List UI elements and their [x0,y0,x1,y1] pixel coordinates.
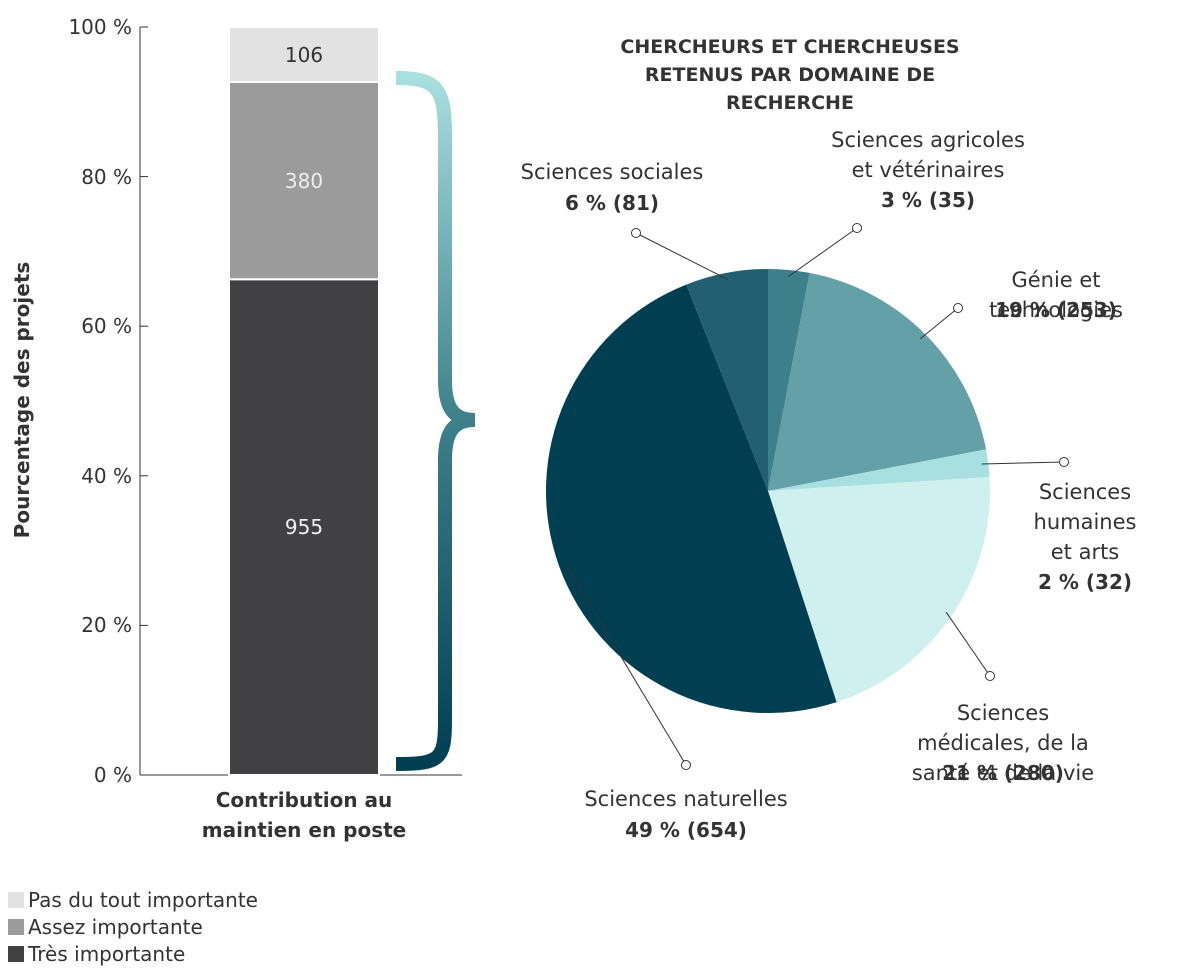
pie-slice [768,269,810,491]
leader-line [919,307,959,340]
legend-label: Pas du tout importante [28,888,258,912]
leader-line [787,227,858,278]
legend-item: Pas du tout importante [8,888,258,912]
slice-value-label: 2 % (32) [1038,570,1132,594]
slice-label: Sciences naturelles [584,787,788,811]
slice-label: Sciences humaines et arts [1033,480,1137,564]
leader-line [635,232,728,280]
leader-dot [681,760,691,770]
legend-swatch [8,892,24,908]
bar-segment [228,26,380,84]
x-tick-label: Contribution au maintien en poste [201,788,407,842]
leader-dot [985,671,995,681]
slice-label: Sciences médicales, de la santé et de la… [911,701,1095,785]
leader-dot [1059,457,1069,467]
legend-label: Assez importante [28,915,203,939]
y-tick-label: 100 % [68,15,132,39]
leader-dot [953,303,963,313]
y-tick-label: 0 % [93,763,132,787]
pie-slice [768,449,990,491]
pie-slice [768,272,987,491]
slice-label: Sciences agricoles et vétérinaires [831,128,1025,182]
pie-title: CHERCHEURS ET CHERCHEUSES RETENUS PAR DO… [620,36,960,114]
y-tick-label: 20 % [81,613,132,638]
slice-value-label: 21 % (280) [942,761,1064,785]
legend-item: Très importante [8,942,185,966]
y-axis-label: Pourcentage des projets [10,261,34,539]
y-tick-label: 60 % [81,314,132,339]
leader-dot [631,228,641,238]
bar-value-label: 380 [284,168,324,193]
leader-line [945,611,991,677]
brace [395,71,476,771]
bar-value-label: 106 [284,42,324,67]
slice-value-label: 19 % (253) [995,298,1117,322]
slice-value-label: 49 % (654) [625,818,747,842]
leader-line [981,461,1065,465]
y-tick-label: 80 % [81,164,132,189]
legend-label: Très importante [28,942,186,966]
leader-line [564,563,687,766]
legend-swatch [8,919,24,935]
legend-item: Assez importante [8,915,203,939]
slice-label: Génie et technologies [989,268,1123,322]
pie-slice [686,269,768,491]
bar-segment [228,278,380,776]
leader-dot [852,223,862,233]
pie-slice [546,284,837,713]
bar-segment [228,81,380,281]
slice-value-label: 6 % (81) [565,191,659,215]
slice-label: Sciences sociales [520,160,704,184]
legend-swatch [8,946,24,962]
y-tick-label: 40 % [81,463,132,488]
pie-slice [768,477,991,703]
slice-value-label: 3 % (35) [881,188,975,212]
bar-value-label: 955 [284,515,324,540]
